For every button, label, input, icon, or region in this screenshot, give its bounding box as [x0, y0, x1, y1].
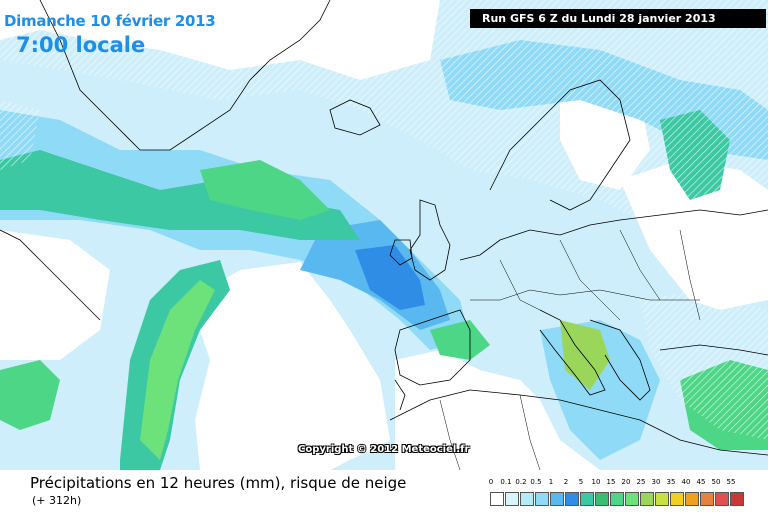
legend-swatch: [595, 492, 609, 506]
dry-area-atlantic-south: [190, 262, 390, 470]
precip-core-deep: [355, 245, 425, 310]
precipitation-legend: 0 0.1 0.2 0.5 1 2 5 10 15 20 25 30 35 40 45 50 55: [488, 478, 760, 510]
map-footer: Précipitations en 12 heures (mm), risque…: [0, 470, 768, 512]
legend-label: 35: [666, 478, 676, 486]
border-europe-2: [559, 239, 621, 321]
dry-area-africa: [395, 350, 600, 470]
legend-swatch: [655, 492, 669, 506]
legend-swatch: [505, 492, 519, 506]
legend-label: 0.1: [500, 478, 512, 486]
forecast-time: 7:00 locale: [16, 33, 146, 57]
coast-italy: [539, 309, 606, 396]
legend-label: 0.5: [530, 478, 542, 486]
legend-swatch: [535, 492, 549, 506]
legend-swatch: [640, 492, 654, 506]
coast-europe-north: [459, 209, 768, 261]
legend-swatch: [730, 492, 744, 506]
coast-greenland: [39, 0, 331, 151]
run-info-banner: Run GFS 6 Z du Lundi 28 janvier 2013: [470, 9, 766, 28]
precipitation-map: [0, 0, 768, 470]
legend-swatch: [565, 492, 579, 506]
precip-green-iberia: [430, 320, 490, 360]
border-africa-2: [519, 394, 541, 470]
legend-swatch: [625, 492, 639, 506]
coast-turkey: [659, 344, 768, 356]
coast-iceland: [329, 99, 381, 136]
coast-ireland: [389, 239, 413, 266]
legend-label: 10: [591, 478, 601, 486]
legend-label: 0: [488, 478, 494, 486]
legend-label: 45: [696, 478, 706, 486]
legend-swatch: [520, 492, 534, 506]
coastline-map: [0, 0, 768, 456]
coast-canada: [0, 229, 101, 321]
precip-green-west: [0, 360, 60, 430]
legend-label: 30: [651, 478, 661, 486]
legend-swatch: [490, 492, 504, 506]
forecast-date: Dimanche 10 février 2013: [4, 12, 216, 30]
legend-swatch: [610, 492, 624, 506]
coast-iberia: [394, 309, 471, 386]
coast-balkans: [589, 319, 651, 401]
border-europe-1: [499, 259, 541, 311]
coast-british-isles: [409, 199, 451, 281]
forecast-offset: (+ 312h): [32, 494, 82, 507]
legend-label: 20: [621, 478, 631, 486]
snow-risk-hatching-west: [0, 100, 40, 170]
border-africa-1: [439, 399, 461, 470]
precip-green-atlantic: [0, 150, 360, 240]
snow-risk-hatching-east: [640, 290, 768, 440]
legend-swatch: [685, 492, 699, 506]
coast-north-africa: [389, 389, 768, 456]
legend-label: 50: [711, 478, 721, 486]
legend-label: 2: [563, 478, 569, 486]
copyright-notice: Copyright © 2012 Meteociel.fr: [298, 444, 470, 455]
border-europe-3: [619, 229, 661, 301]
legend-label: 25: [636, 478, 646, 486]
precip-green-greenland: [200, 160, 330, 220]
coast-gibraltar: [394, 379, 406, 411]
legend-label: 55: [726, 478, 736, 486]
legend-swatch: [580, 492, 594, 506]
border-europe-4: [679, 229, 701, 321]
legend-label: 15: [606, 478, 616, 486]
country-borders: [439, 229, 701, 470]
coast-scandinavia: [489, 79, 631, 211]
map-caption: Précipitations en 12 heures (mm), risque…: [30, 474, 407, 492]
legend-swatch: [670, 492, 684, 506]
legend-label: 40: [681, 478, 691, 486]
legend-swatch: [715, 492, 729, 506]
legend-label: 1: [548, 478, 554, 486]
legend-label: 0.2: [515, 478, 527, 486]
legend-swatch: [550, 492, 564, 506]
legend-swatch: [700, 492, 714, 506]
snow-risk-hatching: [0, 0, 768, 280]
border-europe-5: [470, 289, 700, 301]
legend-label: 5: [578, 478, 584, 486]
precip-bright-plume: [140, 280, 215, 460]
dry-area-west: [0, 230, 110, 360]
